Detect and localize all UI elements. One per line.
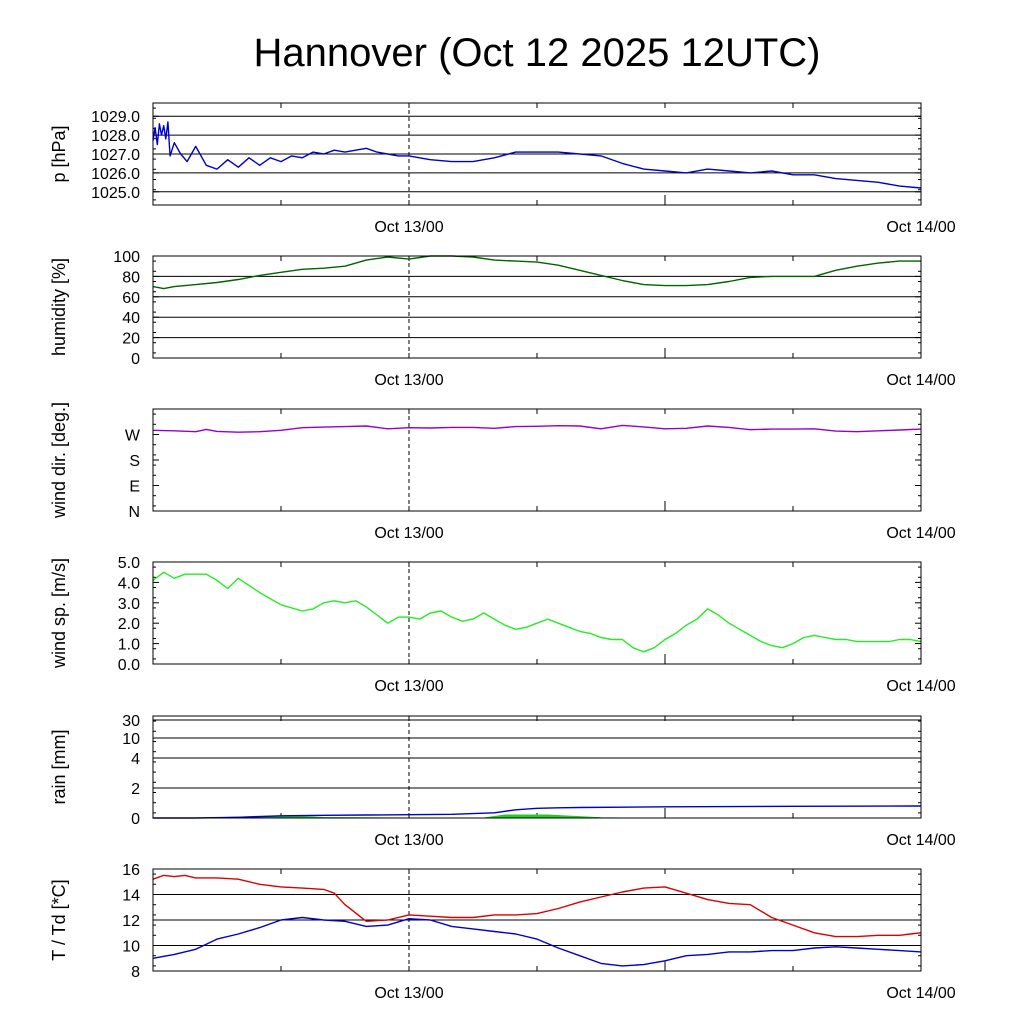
y-tick-label: 12 <box>122 913 140 930</box>
y-tick-label: 1027.0 <box>91 147 140 164</box>
y-axis-label: wind sp. [m/s] <box>49 558 69 669</box>
y-tick-label: 1.0 <box>118 637 140 654</box>
y-tick-label: N <box>128 504 140 521</box>
x-tick-label: Oct 14/00 <box>886 832 955 849</box>
y-tick-label: 40 <box>122 310 140 327</box>
y-tick-label: 30 <box>122 713 140 730</box>
y-tick-label: 60 <box>122 290 140 307</box>
panel-frame <box>152 255 922 359</box>
x-tick-label: Oct 13/00 <box>374 678 443 695</box>
y-axis-label: humidity [%] <box>49 258 69 356</box>
x-tick-label: Oct 13/00 <box>374 525 443 542</box>
panel-wind_speed: 0.0 1.0 2.0 3.0 4.0 5.0 wind sp. [m/s] Oct 13/0… <box>49 555 956 695</box>
y-tick-label: 5.0 <box>118 555 140 572</box>
panel-frame <box>152 102 922 206</box>
x-tick-label: Oct 13/00 <box>374 985 443 1002</box>
y-tick-label: 2 <box>131 781 140 798</box>
y-tick-label: 4.0 <box>118 575 140 592</box>
y-tick-label: 0.0 <box>118 657 140 674</box>
y-tick-label: 16 <box>122 862 140 879</box>
panel-humidity: 0 20 40 60 80 100 humidity [%] Oct 13/00 Oct 14/… <box>49 249 956 389</box>
x-tick-label: Oct 14/00 <box>886 985 955 1002</box>
y-tick-label: 4 <box>131 751 140 768</box>
x-tick-label: Oct 13/00 <box>374 219 443 236</box>
y-tick-label: 0 <box>131 811 140 828</box>
y-tick-label: 80 <box>122 269 140 286</box>
humidity-series-line <box>152 255 921 290</box>
wind_speed-series-line <box>152 571 922 653</box>
y-tick-label: 1029.0 <box>91 109 140 126</box>
y-tick-label: 100 <box>113 249 140 266</box>
y-tick-label: 10 <box>122 939 140 956</box>
y-tick-label: 1026.0 <box>91 166 140 183</box>
y-tick-label: 2.0 <box>118 616 140 633</box>
panel-frame <box>152 868 922 972</box>
y-axis-label: rain [mm] <box>49 729 69 804</box>
y-axis-label: T / Td [*C] <box>49 879 69 960</box>
x-tick-label: Oct 13/00 <box>374 372 443 389</box>
temperature-series-line <box>152 916 922 967</box>
temperature-series-line <box>152 874 922 938</box>
y-tick-label: 1028.0 <box>91 128 140 145</box>
y-tick-label: 0 <box>131 351 140 368</box>
x-tick-label: Oct 14/00 <box>886 525 955 542</box>
x-tick-label: Oct 14/00 <box>886 678 955 695</box>
x-tick-label: Oct 13/00 <box>374 832 443 849</box>
panel-temperature: 8 10 12 14 16 T / Td [*C] Oct 13/00 Oct 14/00 <box>49 862 956 1002</box>
panel-frame <box>152 715 922 819</box>
x-tick-label: Oct 14/00 <box>886 219 955 236</box>
x-tick-label: Oct 14/00 <box>886 372 955 389</box>
y-axis-label: wind dir. [deg.] <box>49 402 69 519</box>
y-tick-label: 10 <box>122 731 140 748</box>
chart-title: Hannover (Oct 12 2025 12UTC) <box>254 31 821 75</box>
y-tick-label: 3.0 <box>118 596 140 613</box>
y-tick-label: W <box>125 428 141 445</box>
panel-frame <box>152 561 922 665</box>
y-tick-label: 8 <box>131 964 140 981</box>
y-tick-label: S <box>129 453 140 470</box>
panel-frame <box>152 408 922 512</box>
wind_direction-series-line <box>152 424 922 433</box>
rain-series-line <box>153 805 922 819</box>
y-axis-label: p [hPa] <box>49 125 69 182</box>
y-tick-label: E <box>129 479 140 496</box>
panel-pressure: 1025.0 1026.0 1027.0 1028.0 1029.0 p [hPa] Oct… <box>49 102 956 236</box>
y-tick-label: 14 <box>122 888 140 905</box>
y-tick-label: 20 <box>122 331 140 348</box>
pressure-series-line <box>152 121 922 189</box>
y-tick-label: 1025.0 <box>91 185 140 202</box>
